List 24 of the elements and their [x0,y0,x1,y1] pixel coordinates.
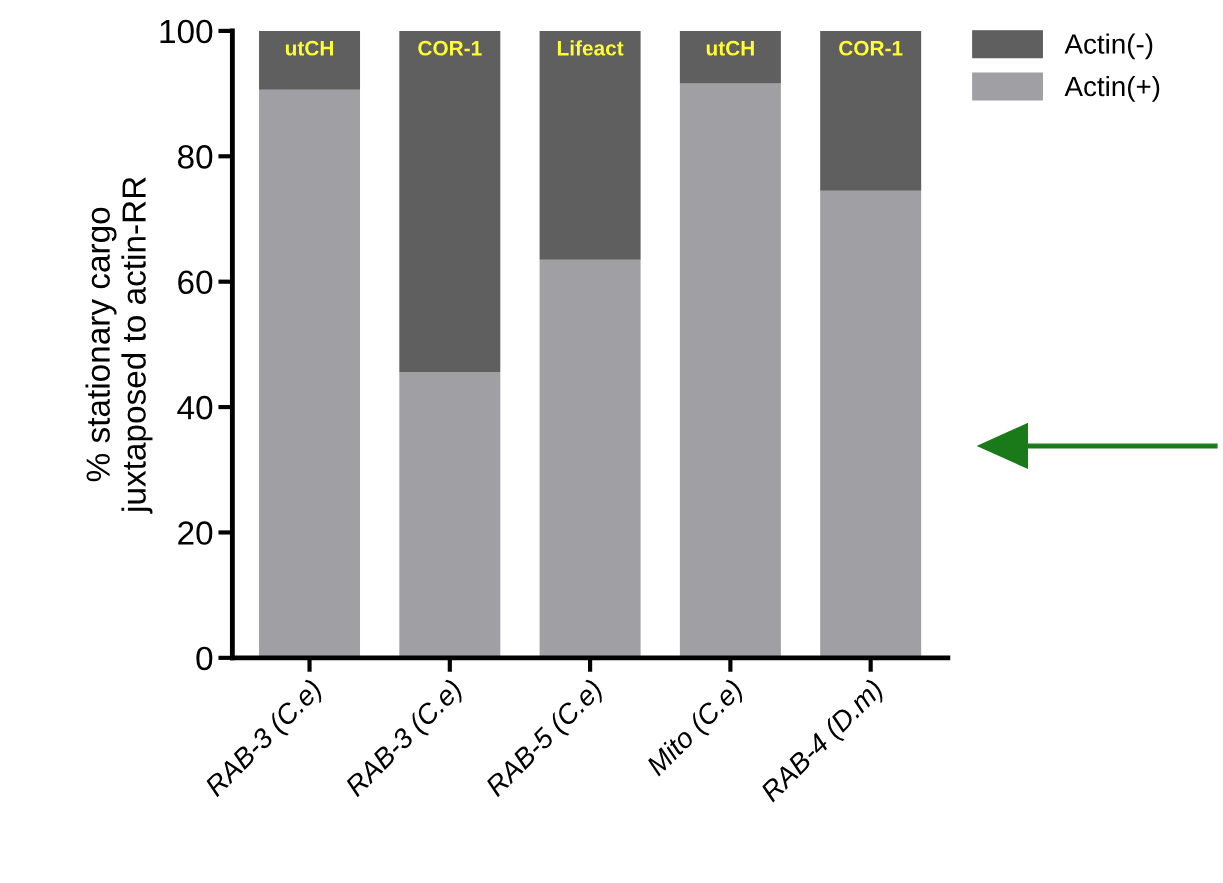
bar [539,259,641,658]
bar [679,30,781,84]
data-label: COR-1 [418,40,482,56]
bar [539,30,641,260]
y-tick-label: 40 [177,395,213,420]
y-tick-label: 60 [178,270,213,295]
data-label: COR-1 [839,40,903,56]
bar [399,30,501,372]
y-tick-label: 20 [178,521,213,545]
y-tick-label: 80 [178,145,213,169]
data-label: utCH [285,40,333,56]
bar [679,83,781,658]
bar [259,89,361,658]
bar [399,371,501,658]
data-label: utCH [706,40,754,56]
y-tick-label: 100 [160,19,213,44]
bar [820,190,922,658]
bar [820,30,922,191]
y-tick-label: 0 [196,646,213,671]
y-axis-title: % stationary cargo juxtaposed to actin-RR [85,177,153,514]
legend-label: Actin(+) [1064,75,1160,102]
bar [259,30,361,90]
legend-label: Actin(-) [1064,33,1153,60]
data-label: Lifeact [557,40,624,56]
